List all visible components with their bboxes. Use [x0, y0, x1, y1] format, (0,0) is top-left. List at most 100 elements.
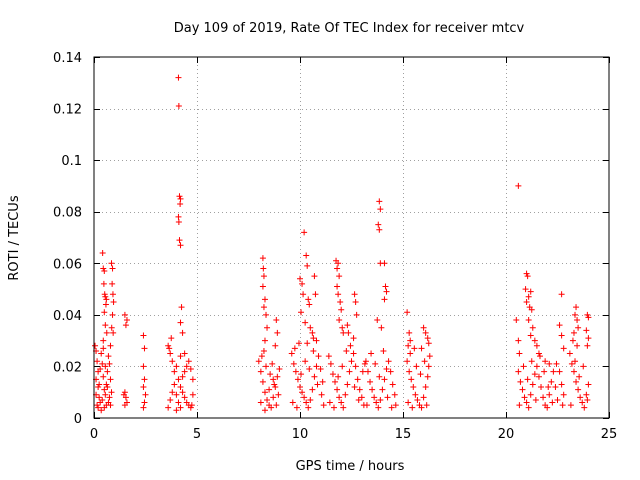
data-point — [273, 317, 280, 324]
data-point — [411, 345, 418, 352]
chart-title: Day 109 of 2019, Rate Of TEC Index for r… — [174, 21, 525, 36]
data-point — [140, 363, 147, 370]
data-point — [261, 407, 268, 414]
data-point — [175, 376, 182, 383]
data-point — [261, 296, 268, 303]
data-point — [424, 335, 431, 342]
data-point — [339, 363, 346, 370]
data-point — [123, 317, 130, 324]
data-point — [264, 324, 271, 331]
data-point — [307, 396, 314, 403]
data-point — [165, 404, 172, 411]
data-point — [272, 384, 279, 391]
data-point — [350, 335, 357, 342]
data-point — [406, 368, 413, 375]
data-point — [536, 353, 543, 360]
data-point — [568, 360, 575, 367]
data-point — [542, 358, 549, 365]
data-point — [102, 391, 109, 398]
data-point — [109, 291, 116, 298]
data-point — [100, 337, 107, 344]
data-point — [297, 275, 303, 282]
data-point — [369, 386, 376, 393]
data-point — [140, 384, 147, 391]
x-tick-label: 25 — [601, 427, 618, 442]
data-point — [574, 317, 581, 324]
data-point — [540, 394, 547, 401]
data-point — [337, 298, 344, 305]
data-point — [375, 404, 382, 411]
data-point — [575, 386, 582, 393]
plot-frame — [93, 56, 610, 419]
data-point — [97, 366, 104, 373]
data-point — [98, 350, 105, 357]
data-point — [259, 283, 266, 290]
data-point — [332, 378, 339, 385]
data-point — [553, 360, 560, 367]
data-point — [350, 350, 357, 357]
data-point — [121, 311, 128, 318]
data-point — [270, 394, 277, 401]
data-point — [407, 350, 414, 357]
data-point — [122, 322, 129, 329]
data-point — [384, 394, 391, 401]
data-point — [107, 402, 114, 409]
data-point — [546, 360, 553, 367]
y-tick-label: 0.06 — [53, 257, 82, 272]
data-point — [188, 402, 195, 409]
data-point — [108, 260, 115, 267]
data-point — [378, 324, 385, 331]
data-point — [538, 384, 545, 391]
data-point — [297, 384, 303, 391]
data-point — [517, 378, 524, 385]
data-point — [320, 402, 327, 409]
data-point — [413, 363, 420, 370]
data-point — [101, 309, 108, 316]
data-point — [101, 386, 108, 393]
data-point — [387, 368, 394, 375]
data-point — [298, 309, 305, 316]
data-point — [524, 376, 531, 383]
data-point — [375, 221, 382, 228]
data-point — [577, 394, 584, 401]
data-point — [179, 389, 186, 396]
data-point — [291, 345, 298, 352]
data-point — [377, 206, 384, 213]
data-point — [405, 342, 412, 349]
data-point — [372, 360, 379, 367]
data-point — [312, 291, 319, 298]
data-point — [173, 363, 180, 370]
data-point — [293, 404, 300, 411]
data-point — [177, 404, 184, 411]
data-point — [179, 329, 186, 336]
data-point — [314, 381, 321, 388]
data-point — [310, 347, 317, 354]
data-point — [102, 322, 109, 329]
data-point — [527, 332, 534, 339]
data-point — [302, 358, 309, 365]
data-point — [101, 404, 108, 411]
data-point — [169, 389, 176, 396]
data-point — [559, 402, 566, 409]
data-point — [521, 394, 528, 401]
data-point — [558, 291, 565, 298]
data-point — [177, 195, 184, 202]
data-point — [259, 255, 266, 262]
data-point — [569, 337, 576, 344]
data-point — [338, 399, 345, 406]
data-point — [177, 384, 184, 391]
data-point — [175, 399, 182, 406]
data-point — [567, 402, 574, 409]
data-point — [99, 249, 106, 256]
data-point — [260, 265, 267, 272]
data-point — [181, 394, 188, 401]
data-point — [560, 345, 567, 352]
data-point — [535, 373, 542, 380]
data-point — [255, 358, 262, 365]
data-point — [570, 368, 577, 375]
data-point — [336, 317, 343, 324]
data-point — [175, 213, 182, 220]
data-point — [405, 399, 412, 406]
data-point — [187, 366, 194, 373]
data-point — [304, 262, 311, 269]
